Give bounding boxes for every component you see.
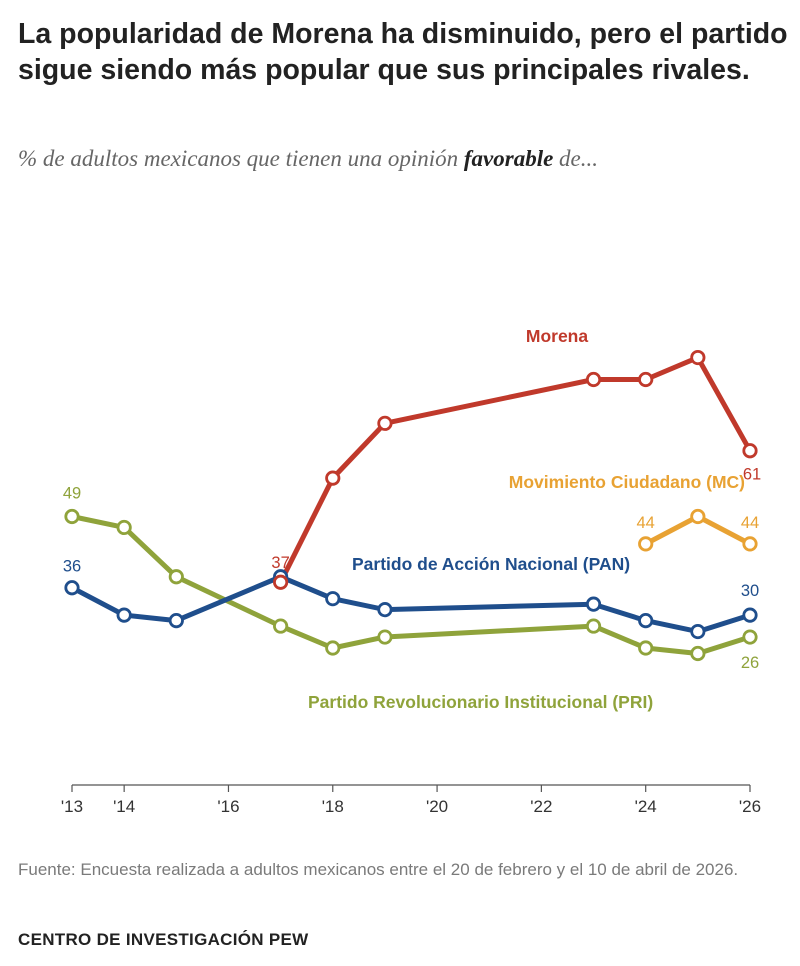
- data-point: [116, 607, 132, 623]
- data-point: [116, 519, 132, 536]
- data-point: [325, 640, 341, 656]
- x-tick-label: '22: [530, 797, 552, 816]
- x-tick-label: '14: [113, 797, 135, 816]
- series-line: [69, 574, 753, 635]
- chart-subtitle: % de adultos mexicanos que tienen una op…: [18, 146, 788, 172]
- data-point: [742, 536, 758, 552]
- line-chart: '13 '14 '16 '18 '20 '22 '24 '26 Morena Movimiento…: [61, 326, 761, 816]
- data-label: 30: [741, 582, 759, 600]
- data-point: [325, 470, 341, 486]
- x-tick-label: '16: [217, 797, 239, 816]
- data-point: [742, 443, 758, 459]
- data-point: [690, 508, 706, 525]
- data-point: [742, 607, 758, 623]
- data-point: [585, 618, 602, 634]
- data-point: [690, 623, 706, 640]
- series-name-label: Partido de Acción Nacional (PAN): [352, 554, 630, 574]
- data-label: 37: [271, 554, 289, 572]
- data-point: [638, 536, 654, 552]
- data-label: 44: [741, 514, 759, 532]
- subtitle-text: % de adultos mexicanos que tienen una op…: [18, 146, 464, 171]
- data-point: [638, 371, 654, 388]
- chart-title: La popularidad de Morena ha disminuido, …: [18, 18, 788, 86]
- data-label: 26: [741, 654, 759, 672]
- brand-name: CENTRO DE INVESTIGACIÓN PEW: [18, 930, 309, 949]
- data-point: [638, 640, 654, 656]
- data-point: [690, 645, 706, 662]
- data-point: [168, 612, 184, 629]
- data-point: [585, 371, 602, 388]
- data-point: [273, 574, 289, 590]
- source-note: Fuente: Encuesta realizada a adultos mex…: [18, 860, 739, 879]
- data-label: 44: [637, 514, 655, 532]
- data-label: 49: [63, 484, 81, 502]
- data-point: [273, 618, 289, 634]
- data-point: [168, 569, 184, 585]
- subtitle-ellipsis: de...: [553, 146, 599, 171]
- data-point: [64, 508, 80, 525]
- data-point: [325, 591, 341, 607]
- data-point: [377, 415, 393, 431]
- data-point: [377, 629, 393, 645]
- x-tick-label: '26: [739, 797, 761, 816]
- x-tick-label: '18: [322, 797, 344, 816]
- x-tick-label: '20: [426, 797, 448, 816]
- series-name-label: Movimiento Ciudadano (MC): [509, 472, 745, 492]
- series-name-label: Partido Revolucionario Institucional (PR…: [308, 692, 653, 712]
- data-point: [377, 602, 393, 618]
- series-name-label: Morena: [526, 326, 589, 346]
- data-point: [638, 612, 654, 629]
- data-point: [690, 349, 706, 366]
- subtitle-emphasis: favorable: [463, 146, 554, 171]
- data-label: 61: [743, 466, 761, 484]
- data-point: [64, 580, 80, 596]
- series-line: [278, 355, 753, 585]
- x-tick-label: '24: [635, 797, 657, 816]
- x-tick-label: '13: [61, 797, 83, 816]
- data-point: [742, 629, 758, 645]
- series-line: [69, 514, 753, 656]
- data-point: [585, 596, 602, 612]
- data-label: 36: [63, 558, 81, 576]
